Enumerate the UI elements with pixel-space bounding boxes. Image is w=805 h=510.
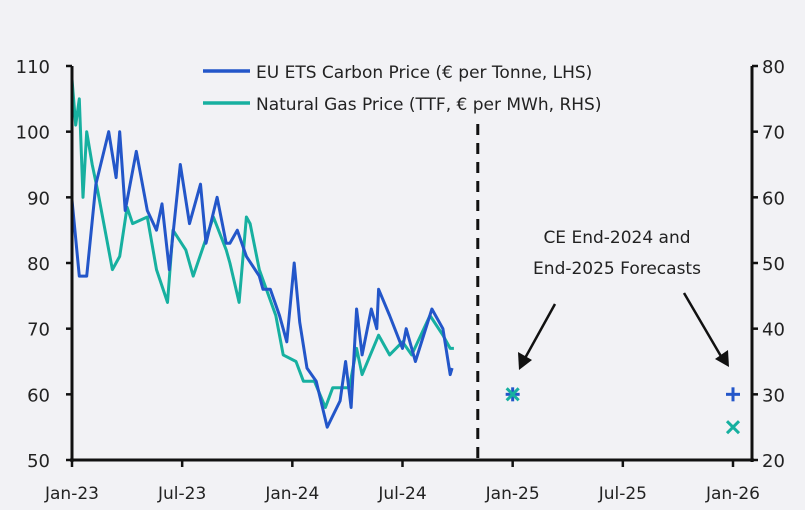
x-tick-label: Jan-26 [705, 484, 760, 504]
annotation-line-1: CE End-2024 and [543, 228, 690, 248]
x-marker-b [725, 420, 741, 435]
left-tick-label: 50 [27, 451, 50, 472]
carbon-forecast-marker [726, 387, 740, 402]
legend-label-carbon: EU ETS Carbon Price (€ per Tonne, LHS) [256, 63, 592, 83]
right-tick-label: 40 [762, 320, 785, 341]
right-tick-label: 60 [762, 188, 785, 209]
left-tick-label: 100 [16, 123, 50, 144]
right-tick-label: 80 [762, 57, 785, 78]
gas-price-line [70, 78, 454, 409]
gas-forecast-marker [505, 387, 520, 402]
left-tick-label: 110 [16, 57, 50, 78]
annotation-arrow-2025 [682, 292, 724, 359]
right-tick-label: 50 [762, 254, 785, 275]
arrowhead-2024 [518, 352, 532, 370]
legend: EU ETS Carbon Price (€ per Tonne, LHS) N… [203, 63, 601, 115]
left-tick-label: 70 [27, 320, 50, 341]
forecast-annotation: CE End-2024 and End-2025 Forecasts [518, 228, 729, 370]
plot-area [70, 78, 741, 460]
right-tick-label: 20 [762, 451, 785, 472]
annotation-line-2: End-2025 Forecasts [533, 259, 701, 279]
right-tick-label: 70 [762, 123, 785, 144]
x-tick-label: Jul-23 [157, 484, 206, 504]
left-tick-label: 60 [27, 385, 50, 406]
arrowhead-2025 [715, 350, 729, 367]
x-tick-label: Jan-24 [264, 484, 319, 504]
x-tick-label: Jul-24 [377, 484, 426, 504]
x-marker-b [505, 387, 520, 402]
x-tick-label: Jan-23 [44, 484, 99, 504]
x-tick-label: Jul-25 [598, 484, 647, 504]
right-tick-label: 30 [762, 385, 785, 406]
axes: 50 60 70 80 90 100 110 20 30 40 50 60 70 80 Jan-23 Jul-… [16, 57, 785, 504]
x-tick-label: Jan-25 [485, 484, 540, 504]
annotation-arrow-2024 [522, 303, 557, 361]
left-tick-label: 90 [27, 188, 50, 209]
left-tick-label: 80 [27, 254, 50, 275]
legend-label-gas: Natural Gas Price (TTF, € per MWh, RHS) [256, 95, 601, 115]
gas-forecast-marker [725, 420, 741, 435]
carbon-price-line [70, 130, 454, 429]
